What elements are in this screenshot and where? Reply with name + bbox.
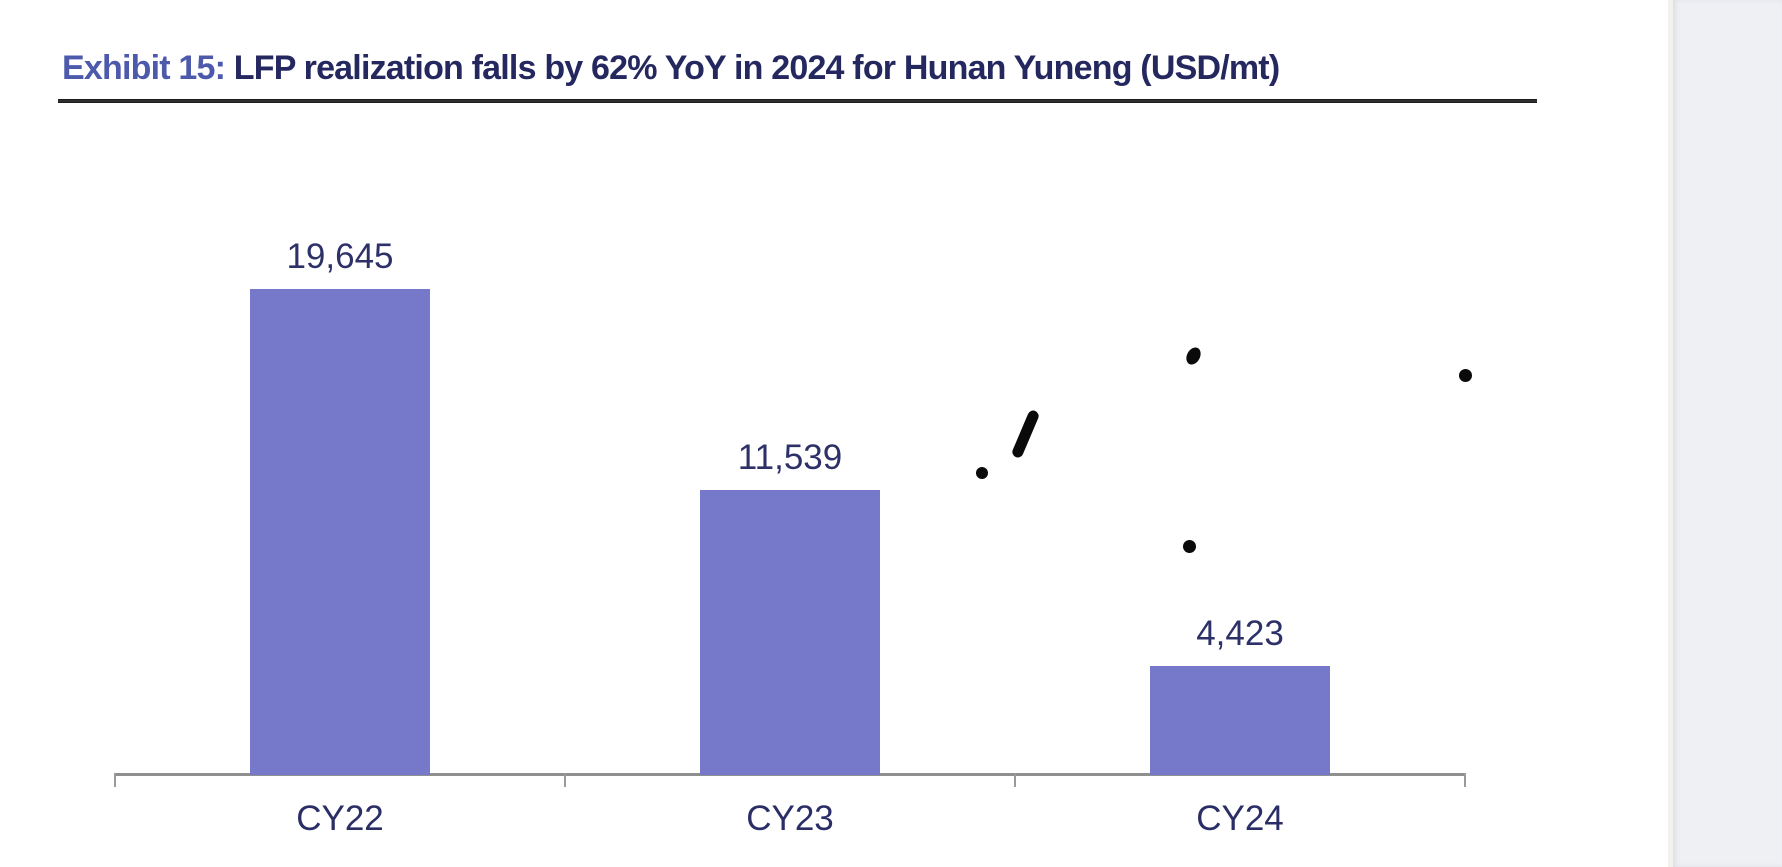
category-label-cy22: CY22 [296, 799, 384, 838]
ink-mark-dot [1459, 369, 1472, 382]
x-axis-tick [564, 773, 566, 787]
bar-value-label: 11,539 [737, 438, 843, 477]
exhibit-number-label: Exhibit 15: [62, 49, 226, 87]
x-axis-tick [1014, 773, 1016, 787]
x-axis-tick [1464, 773, 1466, 787]
ink-mark-dot [1183, 540, 1196, 553]
page-gutter [1668, 0, 1782, 867]
x-axis-tick [114, 773, 116, 787]
bar-cy23 [700, 490, 880, 775]
exhibit-title: Exhibit 15: LFP realization falls by 62%… [62, 48, 1280, 88]
exhibit-title-text: LFP realization falls by 62% YoY in 2024… [233, 49, 1280, 87]
category-label-cy24: CY24 [1196, 799, 1284, 838]
category-label-cy23: CY23 [746, 799, 834, 838]
bar-value-label: 19,645 [286, 237, 394, 276]
title-underline-rule [58, 99, 1537, 103]
bar-cy22 [250, 289, 430, 775]
ink-mark-dot [976, 467, 988, 479]
bar-value-label: 4,423 [1196, 614, 1284, 653]
bar-cy24 [1150, 666, 1330, 775]
